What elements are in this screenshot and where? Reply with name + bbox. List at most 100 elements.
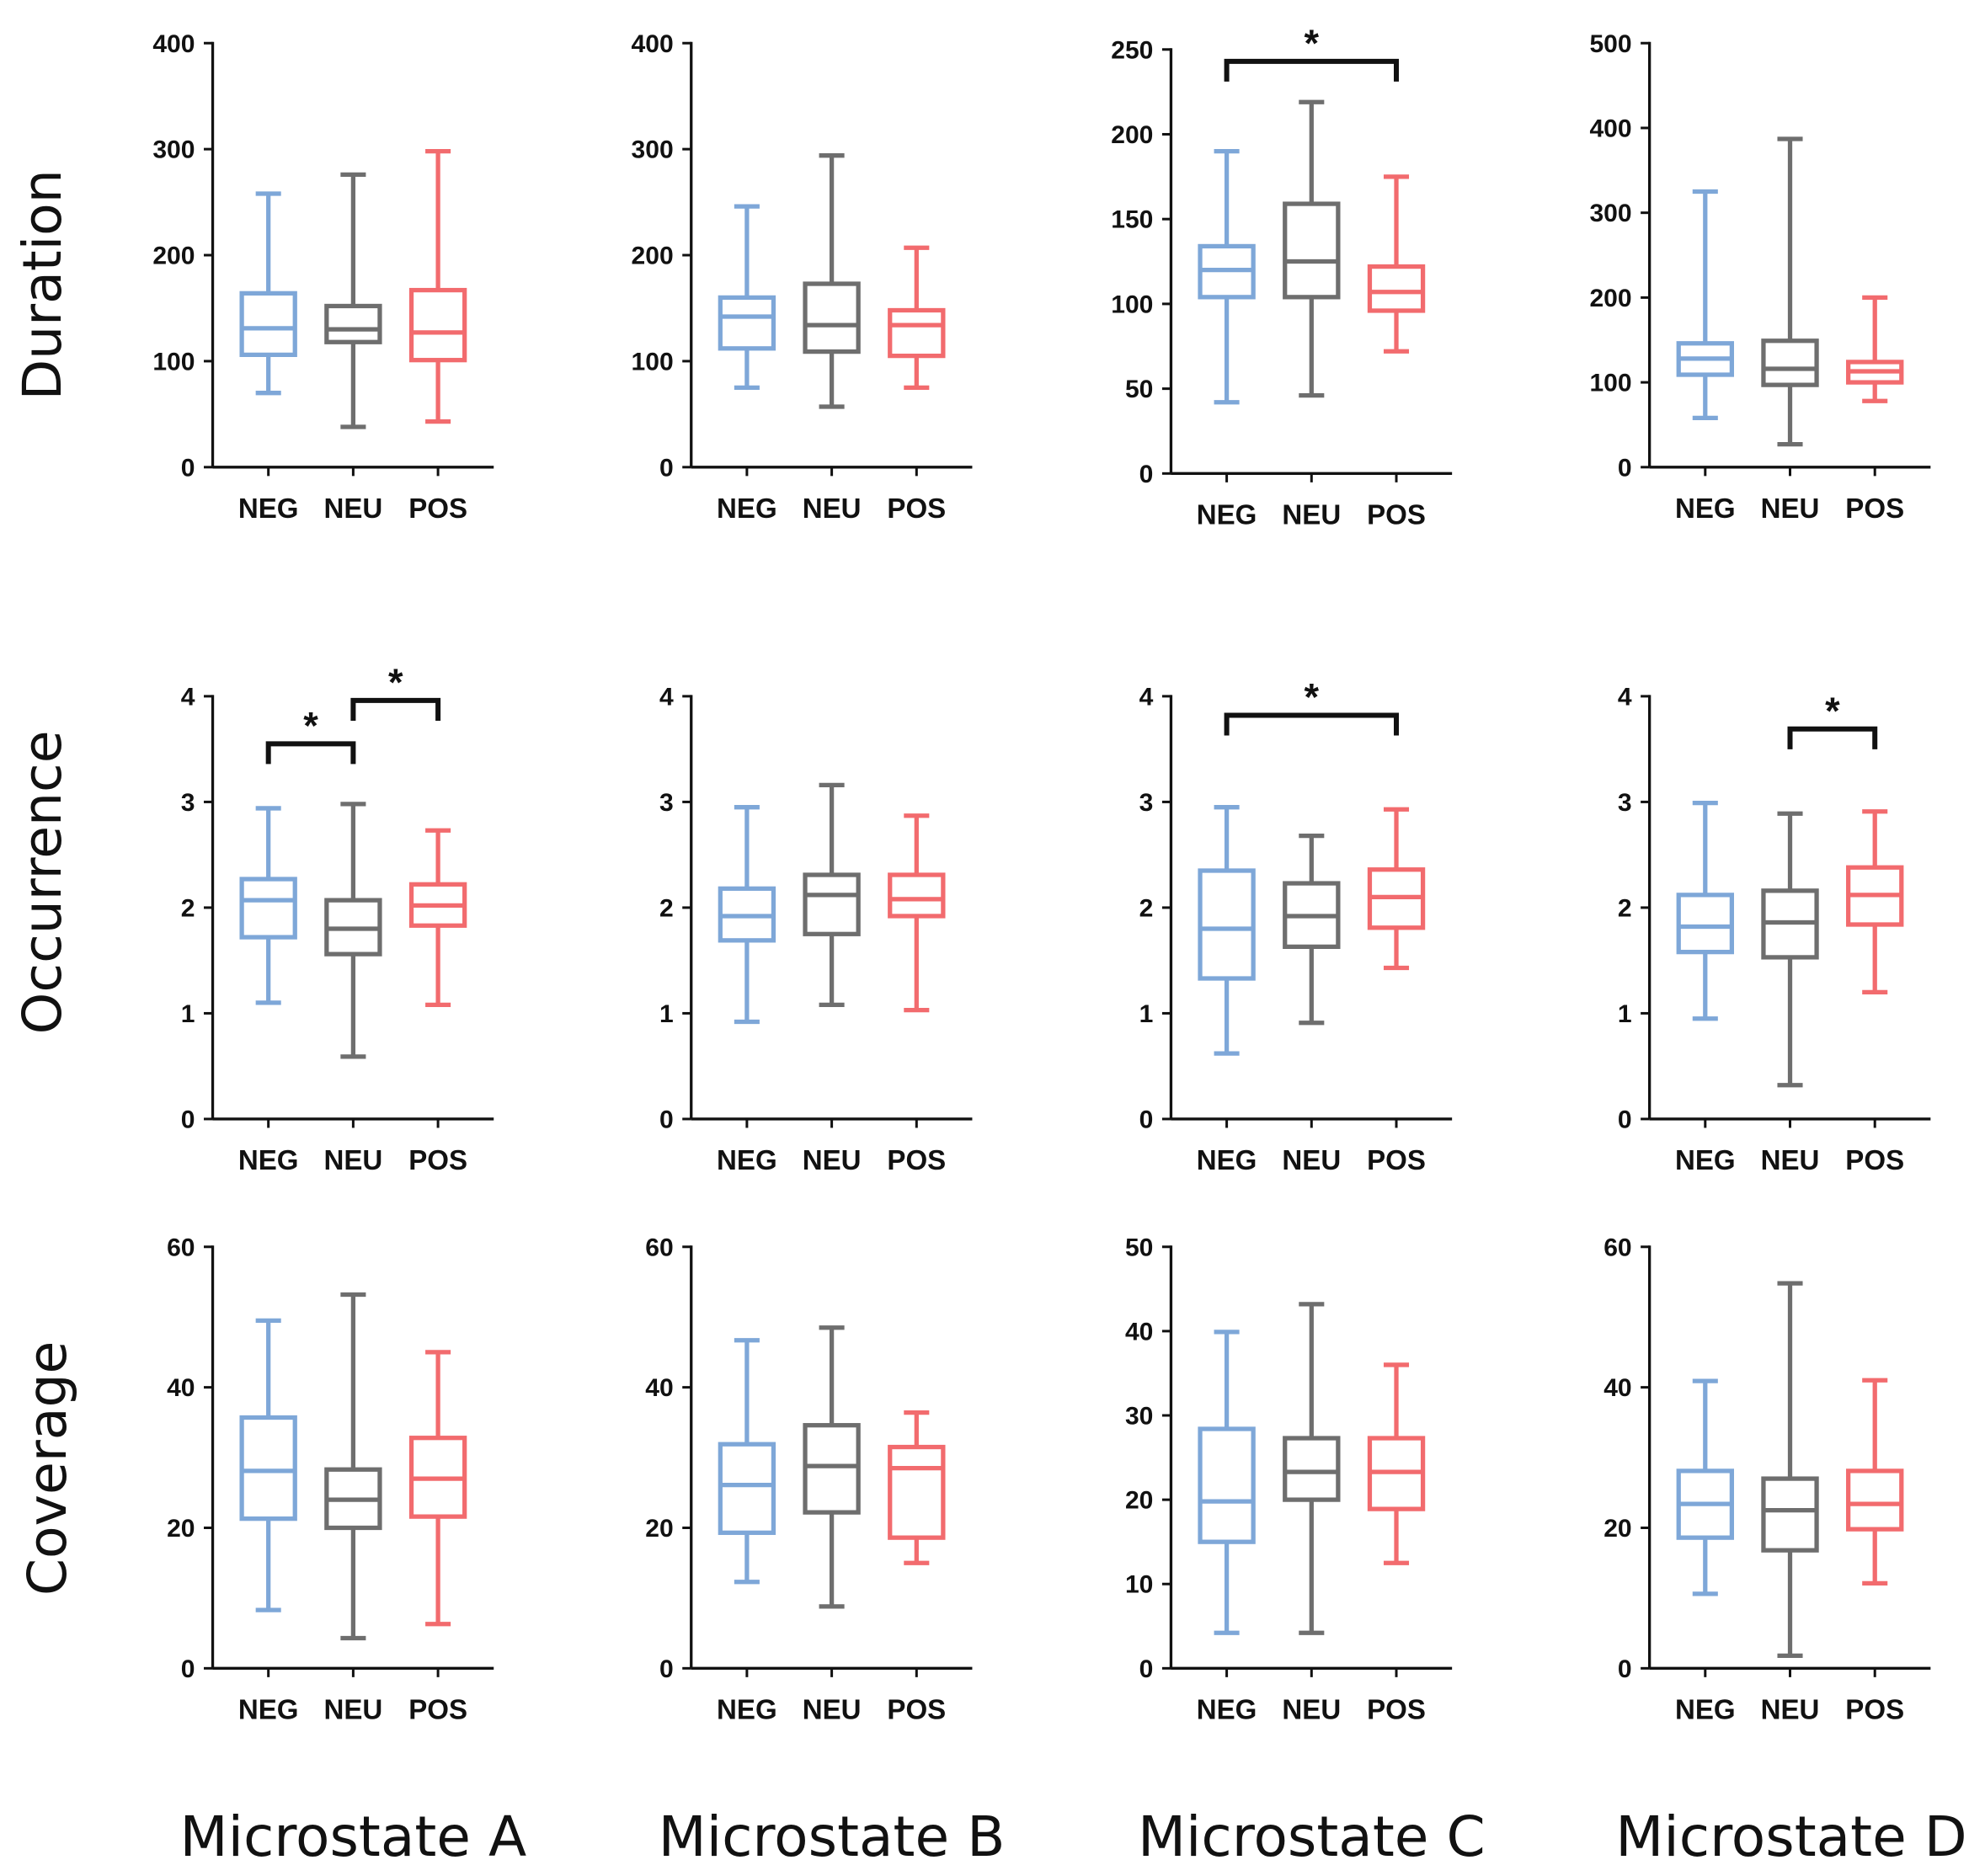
panel-duration-d: 0 100 200 300 400 500 NEG NEU POS (1589, 30, 1931, 525)
y-tick-label: 0 (1618, 1106, 1632, 1133)
panel-coverage-a: 0 20 40 60 NEG NEU POS (167, 1234, 494, 1725)
box-pos (1846, 809, 1904, 994)
y-tick-label: 300 (152, 136, 195, 164)
x-tick-label-neg: NEG (1675, 1694, 1736, 1725)
y-tick-label: 40 (1603, 1374, 1631, 1402)
y-tick-label: 1 (1139, 1000, 1154, 1028)
significance-star: * (388, 661, 403, 704)
y-tick-label: 400 (632, 30, 674, 58)
iqr-box (1676, 893, 1734, 955)
x-tick-label-pos: POS (408, 1694, 467, 1725)
panel-occurrence-d: 0 1 2 3 4 NEG NEU POS * (1618, 683, 1931, 1176)
y-tick-label: 3 (1139, 789, 1154, 817)
row-label-occurrence: Occurrence (11, 730, 73, 1034)
y-tick-label: 0 (1618, 1655, 1632, 1683)
x-tick-label-pos: POS (887, 493, 946, 525)
y-tick-label: 50 (1125, 1234, 1153, 1261)
y-tick-label: 200 (152, 242, 195, 270)
iqr-box (1283, 1436, 1341, 1502)
y-tick-label: 20 (1603, 1515, 1631, 1543)
iqr-box (239, 1415, 297, 1522)
panel-occurrence-c: 0 1 2 3 4 NEG NEU POS * (1139, 675, 1453, 1176)
row-labels: Duration Occurrence Coverage (11, 169, 78, 1596)
iqr-box (1283, 201, 1341, 300)
box-pos (408, 828, 467, 1008)
box-neg (718, 1338, 776, 1585)
y-tick-label: 3 (659, 789, 674, 817)
y-tick-label: 100 (632, 348, 674, 376)
x-tick-label-neu: NEU (803, 1145, 862, 1176)
x-tick-label-neg: NEG (1197, 499, 1257, 530)
panel-duration-a: 0 100 200 300 400 NEG NEU POS (152, 30, 494, 525)
significance-star: * (1825, 690, 1840, 733)
y-tick-label: 60 (645, 1234, 673, 1261)
y-tick-label: 100 (152, 348, 195, 376)
row-label-coverage: Coverage (16, 1341, 78, 1596)
y-tick-label: 50 (1125, 376, 1153, 403)
x-tick-label-pos: POS (408, 493, 467, 525)
box-neg (1198, 1330, 1256, 1635)
iqr-box (888, 872, 946, 919)
x-tick-label-neu: NEU (323, 493, 382, 525)
x-tick-label-pos: POS (1845, 1694, 1904, 1725)
y-tick-label: 0 (1139, 1655, 1154, 1683)
y-tick-label: 3 (181, 789, 195, 817)
y-tick-label: 100 (1111, 290, 1153, 318)
y-tick-label: 2 (181, 894, 195, 922)
box-neu (803, 153, 861, 409)
box-neu (803, 782, 861, 1008)
box-neg (1676, 801, 1734, 1021)
iqr-box (408, 287, 467, 363)
y-tick-label: 0 (659, 1655, 674, 1683)
y-tick-label: 20 (645, 1515, 673, 1543)
x-tick-label-neg: NEG (1675, 1145, 1736, 1176)
x-tick-label-pos: POS (408, 1145, 467, 1176)
significance-bracket (1224, 712, 1400, 736)
x-tick-label-neg: NEG (1197, 1145, 1257, 1176)
iqr-box (1761, 338, 1819, 387)
x-tick-label-neu: NEU (323, 1694, 382, 1725)
box-pos (1367, 1362, 1426, 1565)
box-neu (1761, 136, 1819, 447)
panel-coverage-d: 0 20 40 60 NEG NEU POS (1603, 1234, 1931, 1725)
y-tick-label: 0 (1618, 454, 1632, 482)
y-tick-label: 0 (1139, 461, 1154, 488)
y-tick-label: 4 (1618, 683, 1632, 711)
significance-bracket (1224, 58, 1400, 82)
iqr-box (1198, 868, 1256, 981)
box-neu (1761, 811, 1819, 1088)
box-pos (1367, 807, 1426, 971)
x-tick-label-neu: NEU (803, 493, 862, 525)
column-label-b: Microstate B (659, 1804, 1006, 1869)
y-tick-label: 4 (659, 683, 674, 711)
y-tick-label: 0 (181, 1655, 195, 1683)
x-tick-label-pos: POS (1367, 1694, 1426, 1725)
x-tick-label-pos: POS (1367, 499, 1426, 530)
y-tick-label: 2 (1139, 894, 1154, 922)
column-label-c: Microstate C (1138, 1804, 1486, 1869)
x-tick-label-neg: NEG (238, 493, 299, 525)
y-tick-label: 40 (167, 1374, 195, 1402)
y-tick-label: 0 (181, 454, 195, 482)
box-neg (239, 191, 297, 396)
panel-occurrence-a: 0 1 2 3 4 NEG NEU POS * * (181, 661, 494, 1176)
box-neg (239, 806, 297, 1005)
y-tick-label: 20 (1125, 1487, 1153, 1515)
y-tick-label: 2 (659, 894, 674, 922)
box-pos (1846, 1378, 1904, 1586)
y-tick-label: 10 (1125, 1571, 1153, 1599)
y-tick-label: 150 (1111, 206, 1153, 234)
x-tick-label-pos: POS (1845, 493, 1904, 525)
y-tick-label: 60 (167, 1234, 195, 1261)
column-labels: Microstate A Microstate B Microstate C M… (180, 1804, 1967, 1869)
x-tick-label-neu: NEU (803, 1694, 862, 1725)
iqr-box (239, 290, 297, 357)
box-pos (1846, 295, 1904, 403)
iqr-box (1367, 264, 1426, 313)
box-pos (888, 813, 946, 1013)
y-tick-label: 300 (632, 136, 674, 164)
x-tick-label-neu: NEU (1282, 1694, 1341, 1725)
column-label-d: Microstate D (1615, 1804, 1966, 1869)
significance-bracket (1787, 726, 1878, 749)
